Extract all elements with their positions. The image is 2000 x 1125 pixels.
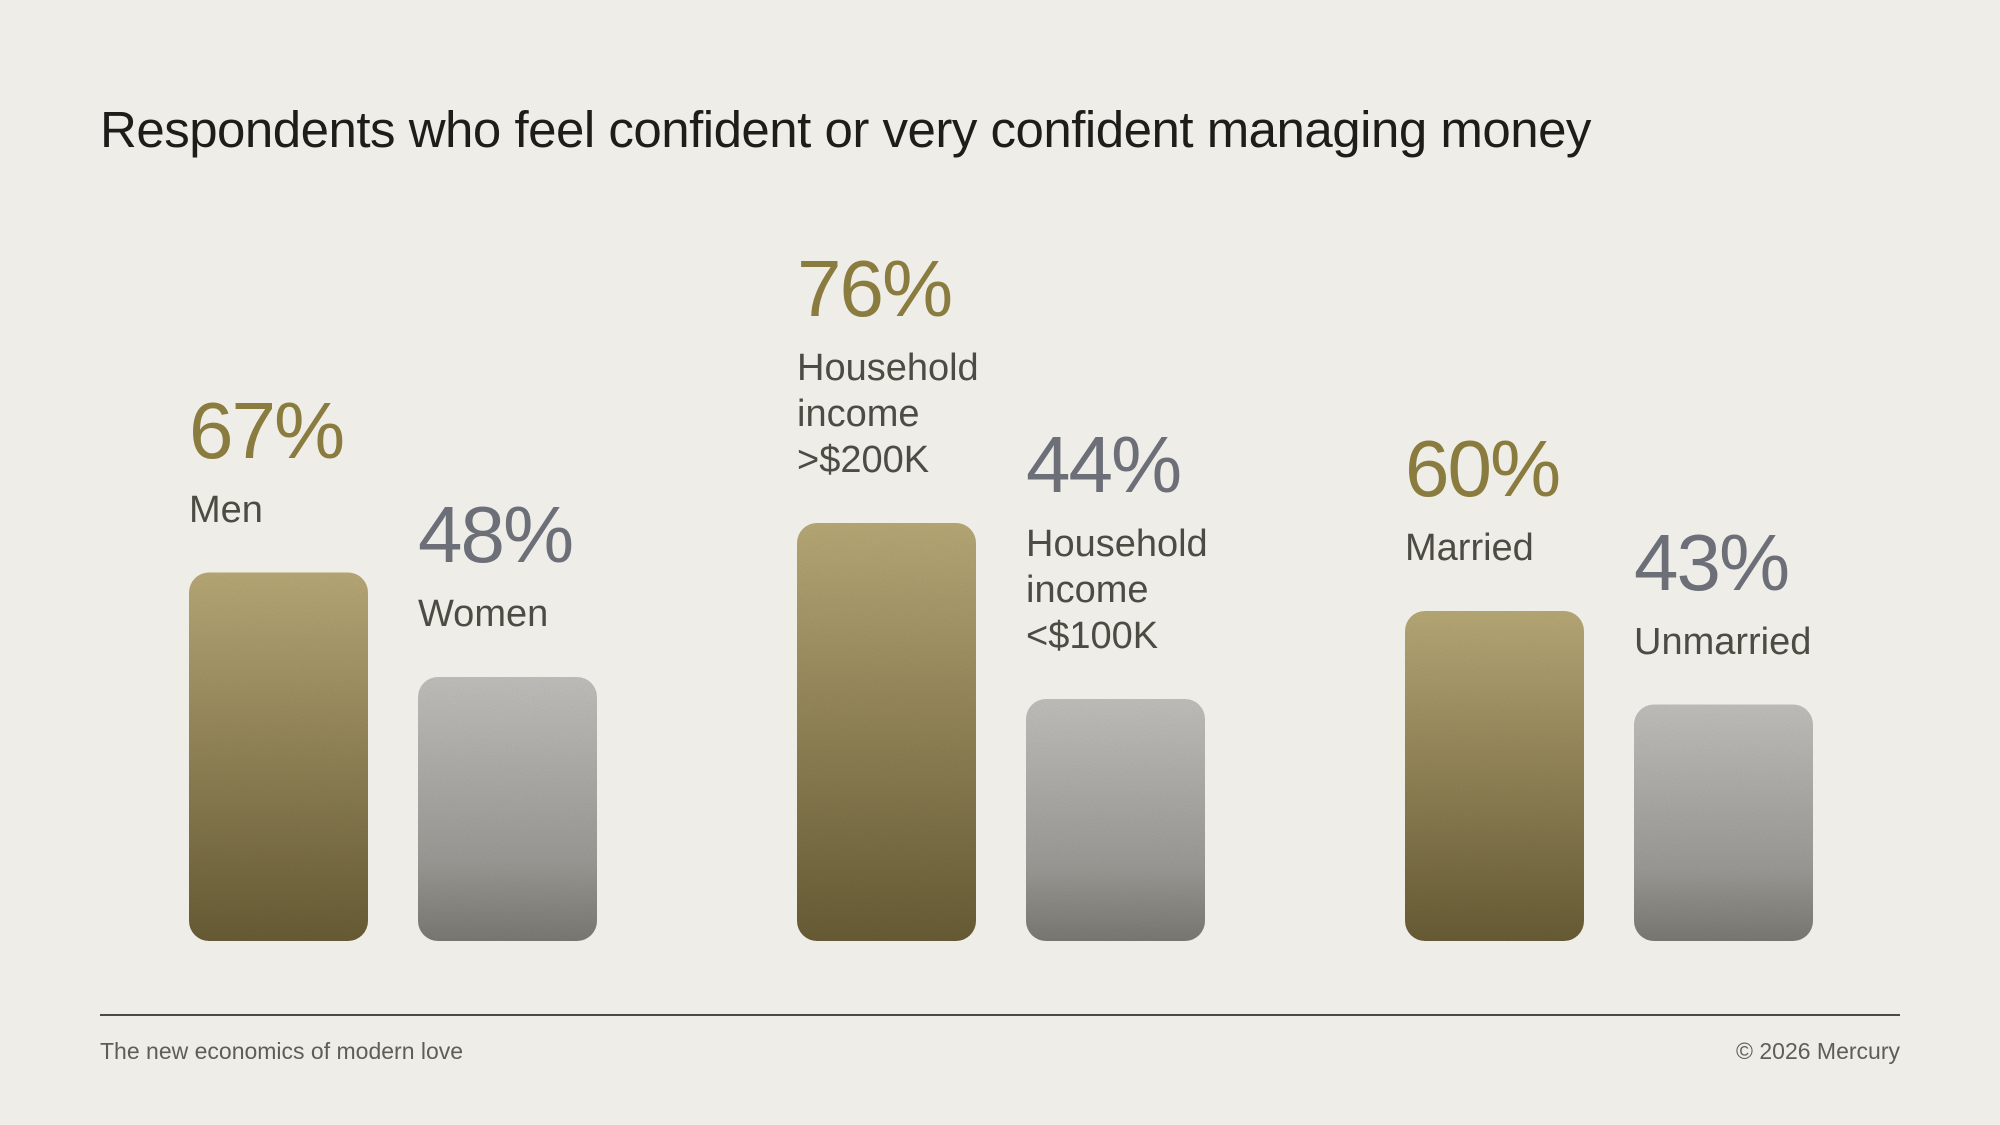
bar-label-group: 60% Married <box>1405 424 1561 571</box>
bar-label-group: 43% Unmarried <box>1634 517 1812 665</box>
category-label: Household income <$100K <box>1026 523 1208 657</box>
footer-copyright: © 2026 Mercury <box>1736 1038 1900 1064</box>
data-label-value: 76% <box>797 244 953 333</box>
category-label: Men <box>189 488 263 531</box>
category-label: Women <box>418 593 549 635</box>
footer-report-title: The new economics of modern love <box>100 1038 464 1064</box>
bar-label-group: 76% Household income >$200K <box>797 249 979 483</box>
category-label: Unmarried <box>1634 620 1812 663</box>
bar-label-group: 48% Women <box>418 490 574 637</box>
data-label-value: 43% <box>1634 517 1790 607</box>
bar-married <box>1405 611 1584 941</box>
data-label-value: 60% <box>1405 424 1561 513</box>
bar-label-group: 44% Household income <$100K <box>1026 425 1208 659</box>
bar-household-income-100k <box>1026 699 1205 941</box>
chart-title: Respondents who feel confident or very c… <box>100 101 1591 158</box>
footer-divider <box>100 1014 1900 1016</box>
bar-women <box>418 677 597 941</box>
data-label-value: 48% <box>418 490 574 579</box>
data-label-value: 44% <box>1026 420 1182 509</box>
bar-household-income-200k <box>797 523 976 941</box>
category-label: Household income >$200K <box>797 347 979 481</box>
data-label-value: 67% <box>189 385 345 475</box>
bar-label-group: 67% Men <box>189 385 345 533</box>
bar-men <box>189 572 368 941</box>
bar-unmarried <box>1634 704 1813 941</box>
category-label: Married <box>1405 527 1534 569</box>
